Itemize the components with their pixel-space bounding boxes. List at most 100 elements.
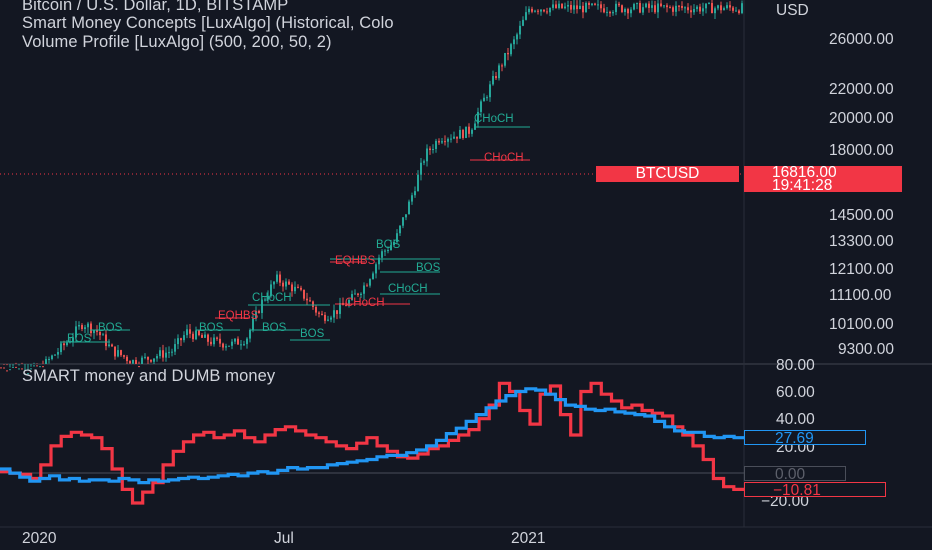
candle-body bbox=[114, 346, 116, 357]
candle-body bbox=[105, 334, 107, 347]
candle-body bbox=[633, 4, 635, 10]
dumb-money-value-tag: −10.81 bbox=[744, 482, 886, 498]
currency-label[interactable]: USD bbox=[776, 2, 809, 19]
candle-body bbox=[90, 323, 92, 334]
candle-body bbox=[39, 366, 41, 368]
candle-body bbox=[51, 355, 53, 359]
candle-body bbox=[276, 274, 278, 282]
candle-body bbox=[396, 233, 398, 242]
candle-body bbox=[192, 333, 194, 340]
candle-body bbox=[420, 162, 422, 175]
candle-body bbox=[567, 4, 569, 7]
candle-body bbox=[669, 7, 671, 9]
candle-body bbox=[429, 148, 431, 151]
candle-body bbox=[60, 343, 62, 353]
time-label-jul[interactable]: Jul bbox=[274, 530, 294, 547]
candle-body bbox=[93, 330, 95, 334]
candle-body bbox=[690, 10, 692, 13]
last-price-value: 16816.00 bbox=[772, 164, 837, 181]
candle-body bbox=[390, 245, 392, 251]
candle-body bbox=[534, 10, 536, 12]
candle-body bbox=[54, 354, 56, 356]
candle-body bbox=[591, 3, 593, 5]
candle-body bbox=[219, 338, 221, 344]
price-tick-label: 10100.00 bbox=[829, 315, 894, 333]
smc-label: CHoCH bbox=[484, 152, 524, 164]
candle-body bbox=[711, 3, 713, 14]
candle-body bbox=[15, 366, 17, 368]
candle-body bbox=[150, 359, 152, 362]
last-price-tag: 16816.00 19:41:28 bbox=[744, 164, 902, 193]
candle-body bbox=[204, 334, 206, 338]
price-tick-label: 9300.00 bbox=[838, 340, 895, 358]
candle-body bbox=[705, 3, 707, 9]
candle-body bbox=[657, 3, 659, 13]
candle-body bbox=[399, 225, 401, 234]
candlestick-series bbox=[0, 0, 743, 375]
candle-body bbox=[447, 138, 449, 142]
candle-body bbox=[441, 141, 443, 143]
price-tick-label: 22000.00 bbox=[829, 81, 894, 99]
candle-body bbox=[171, 351, 173, 353]
candle-body bbox=[645, 3, 647, 8]
indicator-title-smc[interactable]: Smart Money Concepts [LuxAlgo] (Historic… bbox=[22, 14, 394, 32]
candle-body bbox=[195, 330, 197, 340]
candle-body bbox=[27, 373, 29, 375]
indicator-tick-label: 80.00 bbox=[776, 357, 815, 374]
candle-body bbox=[729, 5, 731, 8]
candle-body bbox=[264, 299, 266, 301]
candle-body bbox=[99, 331, 101, 336]
candle-body bbox=[135, 360, 137, 364]
dumb-money-line bbox=[0, 381, 746, 505]
candle-body bbox=[213, 337, 215, 345]
symbol-title[interactable]: Bitcoin / U.S. Dollar, 1D, BITSTAMP bbox=[22, 0, 289, 14]
pane2-title[interactable]: SMART money and DUMB money bbox=[22, 367, 276, 385]
candle-body bbox=[222, 343, 224, 348]
candle-body bbox=[444, 141, 446, 143]
candle-body bbox=[600, 4, 602, 9]
candle-body bbox=[465, 126, 467, 138]
candle-body bbox=[3, 367, 5, 369]
candle-body bbox=[618, 3, 620, 6]
candle-body bbox=[63, 343, 65, 346]
candle-body bbox=[438, 140, 440, 143]
indicator-title-volume-profile[interactable]: Volume Profile [LuxAlgo] (500, 200, 50, … bbox=[22, 33, 332, 51]
candle-body bbox=[516, 34, 518, 40]
candle-body bbox=[468, 126, 470, 134]
candle-body bbox=[720, 5, 722, 11]
candle-body bbox=[735, 10, 737, 12]
candle-body bbox=[168, 352, 170, 354]
smc-label: CHoCH bbox=[345, 297, 385, 309]
smart-money-line bbox=[0, 387, 744, 485]
time-label-2021[interactable]: 2021 bbox=[511, 530, 546, 547]
candle-body bbox=[477, 111, 479, 124]
candle-body bbox=[303, 289, 305, 299]
candle-body bbox=[717, 5, 719, 9]
candle-body bbox=[42, 366, 44, 368]
candle-body bbox=[726, 5, 728, 9]
candle-body bbox=[354, 293, 356, 295]
candle-body bbox=[87, 323, 89, 328]
candle-body bbox=[12, 366, 14, 368]
candle-body bbox=[207, 334, 209, 342]
candle-body bbox=[294, 286, 296, 292]
candle-body bbox=[462, 129, 464, 138]
candle-body bbox=[24, 373, 26, 375]
candle-body bbox=[138, 366, 140, 368]
candle-body bbox=[528, 8, 530, 13]
candle-body bbox=[228, 345, 230, 347]
candle-body bbox=[75, 326, 77, 338]
time-label-2020[interactable]: 2020 bbox=[22, 530, 57, 547]
candle-body bbox=[243, 344, 245, 346]
candle-body bbox=[18, 368, 20, 370]
candle-body bbox=[132, 360, 134, 364]
candle-body bbox=[120, 350, 122, 356]
candle-body bbox=[357, 293, 359, 295]
candle-body bbox=[348, 300, 350, 306]
candle-body bbox=[180, 338, 182, 341]
candle-body bbox=[246, 338, 248, 345]
candle-body bbox=[363, 285, 365, 294]
candle-body bbox=[486, 97, 488, 99]
candle-body bbox=[672, 7, 674, 12]
